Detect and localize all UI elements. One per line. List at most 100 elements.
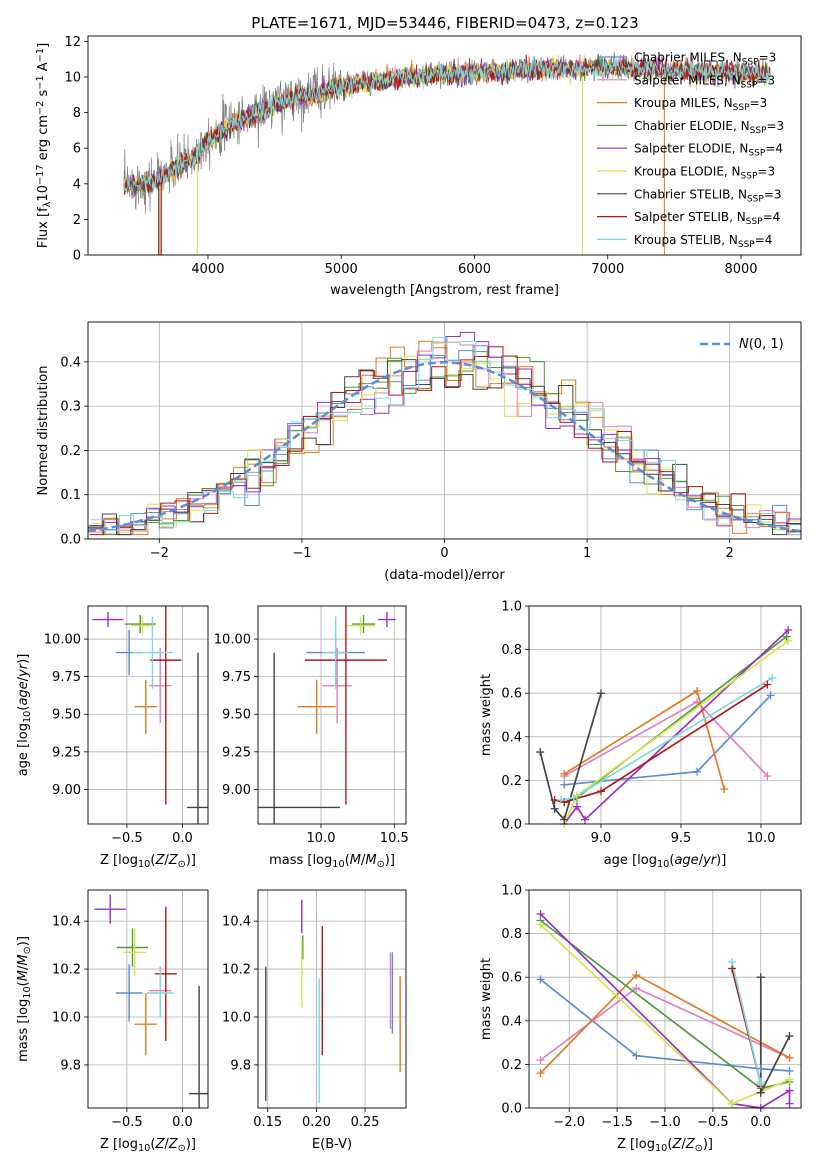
weight-marker-salpeter_elodie [536, 909, 545, 918]
panel-spectrum: 4000 5000 6000 7000 8000 0 2 4 6 8 10 12 wavelength … [35, 35, 802, 298]
y-tick-label: 9.25 [52, 745, 81, 760]
x-tick-label: −2 [150, 546, 169, 561]
weight-marker-kroupa_miles [560, 769, 569, 778]
weight-line-chabrier_elodie [563, 635, 788, 804]
x-tick-label: 0.0 [750, 1115, 771, 1130]
y-tick-label: 0.3 [60, 400, 81, 415]
legend-label: Salpeter STELIB, NSSP=4 [634, 210, 780, 227]
x-tick-label: 9.0 [591, 831, 612, 846]
weight-marker-chabrier_stelib [560, 815, 569, 824]
y-axis-label: age [log10(age/yr)] [16, 654, 33, 777]
weight-marker-kroupa_miles [632, 971, 641, 980]
x-axis-label: Z [log10(Z/Z⊙)] [100, 853, 196, 870]
weight-marker-salpeter_elodie [785, 1086, 794, 1095]
y-axis-label: Normed distribution [36, 366, 51, 496]
weight-line-chabrier_miles [539, 978, 790, 1072]
y-tick-label: 0.2 [501, 774, 522, 789]
y-tick-label: 0.6 [501, 971, 522, 986]
x-tick-label: −2.0 [553, 1115, 585, 1130]
y-tick-label: 9.50 [222, 708, 251, 723]
plot-area-age_vs_z [88, 606, 208, 824]
panel-age_vs_z: −0.5 0.0 9.00 9.25 9.50 9.75 10.00 Z [log10(Z/Z… [16, 605, 209, 870]
histogram-chabrier_stelib [88, 359, 801, 536]
y-tick-label: 1.0 [501, 884, 522, 899]
y-tick-label: 10.0 [52, 1010, 81, 1025]
y-axis-label: mass weight [479, 958, 494, 1040]
x-tick-label: 7000 [591, 262, 624, 277]
weight-marker-chabrier_miles [785, 1066, 794, 1075]
plot-area-residuals [88, 322, 801, 539]
x-axis-label: Z [log10(Z/Z⊙)] [617, 1137, 713, 1154]
axes-frame [87, 605, 209, 825]
weight-marker-salpeter_miles [536, 1056, 545, 1065]
plot-area-mass_vs_ebv [258, 890, 406, 1108]
legend-label: N(0, 1) [739, 337, 784, 352]
weight-marker-kroupa_miles [785, 1053, 794, 1062]
y-tick-label: 9.8 [230, 1058, 251, 1073]
x-tick-label: 10.0 [747, 831, 776, 846]
weight-line-salpeter_elodie [563, 629, 789, 824]
weight-marker-salpeter_elodie [785, 1099, 794, 1108]
y-tick-label: 0.2 [501, 1058, 522, 1073]
legend-label: Kroupa STELIB, NSSP=4 [634, 233, 772, 250]
weight-marker-salpeter_elodie [581, 815, 589, 824]
gaussian-curve [88, 361, 801, 533]
x-tick-label: −1.0 [649, 1115, 681, 1130]
x-axis-label: mass [log10(M/M⊙)] [269, 853, 395, 870]
axes-frame [257, 889, 407, 1109]
panel-mass_vs_z: −0.5 0.0 9.8 10.0 10.2 10.4 Z [log10(Z/Z⊙)] mas… [16, 889, 209, 1154]
y-tick-label: 10.4 [52, 915, 81, 930]
plot-area-spectrum [123, 51, 771, 255]
y-tick-label: 10 [64, 70, 81, 85]
weight-marker-chabrier_miles [756, 1064, 765, 1073]
weight-line-salpeter_stelib [554, 683, 768, 804]
y-tick-label: 10.00 [44, 633, 81, 648]
weight-marker-chabrier_stelib [756, 973, 765, 982]
weight-marker-salpeter_elodie [573, 802, 581, 811]
weight-marker-kroupa_elodie [728, 1099, 737, 1108]
weight-marker-kroupa_elodie [785, 1075, 794, 1084]
x-tick-label: 1 [583, 546, 591, 561]
weight-marker-kroupa_stelib [756, 1077, 765, 1086]
legend-label: Salpeter ELODIE, NSSP=4 [634, 142, 783, 159]
weight-marker-kroupa_stelib [728, 957, 737, 966]
y-tick-label: 9.8 [60, 1058, 81, 1073]
weight-line-chabrier_stelib [539, 692, 602, 822]
legend-label: Salpeter MILES, NSSP=3 [634, 73, 775, 90]
weight-marker-kroupa_elodie [784, 636, 793, 645]
x-tick-label: 6000 [458, 262, 491, 277]
weight-marker-kroupa_stelib [768, 673, 777, 682]
model-spectrum-kroupa_stelib [123, 56, 771, 194]
plot-area-age_vs_mass [258, 606, 406, 824]
y-tick-label: 0.0 [60, 533, 81, 548]
x-tick-label: 0.0 [172, 831, 193, 846]
x-tick-label: 9.5 [671, 831, 692, 846]
weight-marker-kroupa_miles [720, 785, 729, 794]
x-tick-label: 2 [726, 546, 734, 561]
weight-marker-salpeter_miles [693, 697, 701, 706]
weight-marker-chabrier_stelib [785, 1032, 794, 1041]
weight-marker-kroupa_miles [693, 687, 701, 696]
y-tick-label: 0.6 [501, 687, 522, 702]
x-tick-label: 5000 [325, 262, 358, 277]
y-tick-label: 9.00 [222, 783, 251, 798]
x-tick-label: 4000 [191, 262, 224, 277]
plot-area-weight_vs_age [529, 606, 801, 824]
x-axis-label: (data-model)/error [384, 568, 505, 583]
y-tick-label: 0.0 [501, 818, 522, 833]
y-tick-label: 12 [64, 35, 81, 50]
weight-marker-chabrier_stelib [597, 689, 605, 698]
y-tick-label: 10.2 [52, 963, 81, 978]
axes-frame [87, 35, 802, 256]
legend-label: Chabrier ELODIE, NSSP=3 [634, 119, 784, 136]
y-tick-label: 8 [73, 106, 81, 121]
y-tick-label: 10.4 [222, 915, 251, 930]
y-tick-label: 9.75 [222, 670, 251, 685]
weight-marker-salpeter_miles [763, 772, 772, 781]
y-axis-label: mass [log10(M/M⊙)] [16, 936, 33, 1062]
y-tick-label: 0.8 [501, 643, 522, 658]
plot-area-weight_vs_z [529, 890, 801, 1108]
y-tick-label: 0.8 [501, 927, 522, 942]
weight-marker-kroupa_elodie [536, 920, 545, 929]
